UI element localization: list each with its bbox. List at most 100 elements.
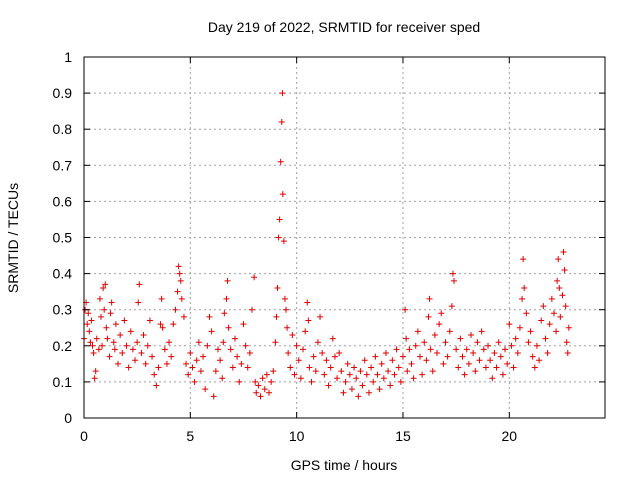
data-point: [448, 303, 455, 310]
data-point: [523, 310, 530, 317]
data-point: [563, 339, 570, 346]
data-point: [412, 342, 419, 349]
data-point: [485, 342, 492, 349]
data-point: [103, 324, 110, 331]
data-point: [107, 310, 114, 317]
data-point: [363, 371, 370, 378]
data-point: [336, 350, 343, 357]
data-point: [273, 313, 280, 320]
data-point: [279, 191, 286, 198]
data-point: [455, 364, 462, 371]
data-point: [310, 353, 317, 360]
data-point: [334, 375, 341, 382]
data-point: [176, 270, 183, 277]
data-point: [461, 371, 468, 378]
data-point: [387, 382, 394, 389]
data-point: [279, 90, 286, 97]
data-point: [385, 368, 392, 375]
data-point: [561, 266, 568, 273]
data-point: [374, 371, 381, 378]
data-point: [224, 277, 231, 284]
data-point: [329, 335, 336, 342]
data-point: [355, 393, 362, 400]
data-point: [416, 353, 423, 360]
data-point: [276, 216, 283, 223]
data-point: [115, 360, 122, 367]
data-point: [365, 389, 372, 396]
data-point: [138, 350, 145, 357]
data-point: [531, 364, 538, 371]
data-point: [559, 292, 566, 299]
data-point: [402, 306, 409, 313]
data-point: [172, 306, 179, 313]
data-point: [325, 382, 332, 389]
data-point: [142, 360, 149, 367]
data-point: [106, 353, 113, 360]
data-point: [472, 368, 479, 375]
data-point: [353, 375, 360, 382]
data-point: [146, 317, 153, 324]
data-point: [474, 339, 481, 346]
data-point: [556, 285, 563, 292]
data-point: [278, 118, 285, 125]
data-point: [376, 386, 383, 393]
data-point: [546, 321, 553, 328]
data-point: [157, 321, 164, 328]
data-point: [212, 368, 219, 375]
data-point: [342, 378, 349, 385]
data-point: [361, 357, 368, 364]
data-point: [538, 317, 545, 324]
data-point: [482, 364, 489, 371]
data-point: [274, 285, 281, 292]
data-point: [158, 295, 165, 302]
data-point: [508, 342, 515, 349]
data-point: [283, 306, 290, 313]
data-point: [270, 368, 277, 375]
x-tick-label: 0: [80, 428, 88, 444]
data-point: [300, 346, 307, 353]
data-point: [459, 353, 466, 360]
data-point: [163, 360, 170, 367]
data-point: [451, 277, 458, 284]
data-point: [84, 321, 91, 328]
y-tick-label: 0.3: [53, 302, 73, 318]
data-point: [240, 321, 247, 328]
data-point: [246, 350, 253, 357]
y-tick-label: 0.7: [53, 157, 73, 173]
data-point: [214, 346, 221, 353]
data-point: [238, 360, 245, 367]
data-point: [297, 375, 304, 382]
data-point: [166, 339, 173, 346]
data-point: [504, 360, 511, 367]
data-point: [225, 324, 232, 331]
data-point: [193, 357, 200, 364]
data-point: [117, 331, 124, 338]
data-point: [470, 350, 477, 357]
data-point: [465, 360, 472, 367]
data-point: [277, 158, 284, 165]
data-point: [419, 371, 426, 378]
data-point: [88, 317, 95, 324]
data-point: [234, 353, 241, 360]
data-point: [229, 364, 236, 371]
data-point: [403, 335, 410, 342]
data-point: [295, 357, 302, 364]
data-point: [251, 274, 258, 281]
data-point: [457, 335, 464, 342]
data-point: [426, 295, 433, 302]
data-point: [127, 328, 134, 335]
data-point: [195, 339, 202, 346]
data-point: [444, 353, 451, 360]
data-point: [305, 317, 312, 324]
data-point: [449, 270, 456, 277]
data-point: [183, 360, 190, 367]
y-axis-ticks: 0 0.1 0.2 0.3 0.4 0.5 0.6 0.7 0.8 0.9 1: [53, 49, 605, 426]
data-point: [217, 357, 224, 364]
y-tick-label: 0.8: [53, 121, 73, 137]
data-point: [89, 342, 96, 349]
data-point: [340, 389, 347, 396]
x-tick-label: 15: [395, 428, 411, 444]
data-point: [344, 360, 351, 367]
data-point: [331, 353, 338, 360]
data-point: [281, 295, 288, 302]
